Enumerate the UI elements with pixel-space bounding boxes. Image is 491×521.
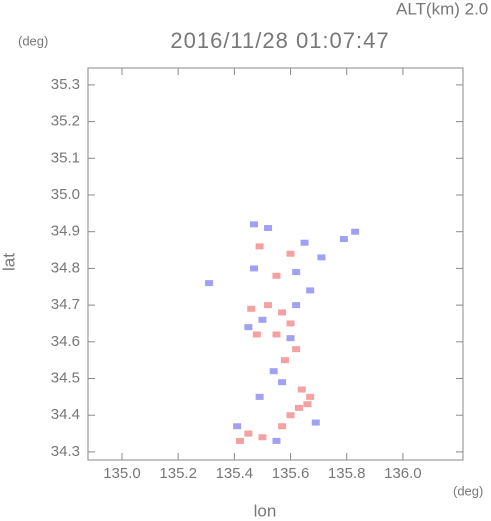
echo-point <box>286 250 295 257</box>
y-tick-label: 34.3 <box>51 443 80 460</box>
echo-point <box>258 316 267 323</box>
echo-point <box>272 272 281 279</box>
echo-point <box>247 305 256 312</box>
echo-point <box>286 320 295 327</box>
y-tick-label: 35.2 <box>51 113 80 130</box>
x-axis-label: lon <box>254 501 277 520</box>
x-tick-label: 135.8 <box>328 465 366 482</box>
echo-point <box>255 243 264 250</box>
x-tick-label: 135.0 <box>103 465 141 482</box>
plot-frame <box>87 67 464 461</box>
echo-point <box>235 437 244 444</box>
echo-point <box>280 357 289 364</box>
echo-point <box>258 434 267 441</box>
x-tick-label: 135.4 <box>216 465 254 482</box>
echo-point <box>306 393 315 400</box>
echo-point <box>351 228 360 235</box>
y-tick-label: 34.9 <box>51 223 80 240</box>
x-unit: (deg) <box>453 483 483 498</box>
echo-point <box>205 280 214 287</box>
echo-point <box>250 265 259 272</box>
chart-title: 2016/11/28 01:07:47 <box>170 28 389 53</box>
echo-point <box>317 254 326 261</box>
x-tick-label: 135.2 <box>159 465 197 482</box>
x-tick-label: 136.0 <box>384 465 422 482</box>
echo-point <box>244 430 253 437</box>
x-tick-label: 135.6 <box>272 465 310 482</box>
y-tick-label: 35.1 <box>51 149 80 166</box>
echo-point <box>278 379 287 386</box>
echo-point <box>292 346 301 353</box>
echo-point <box>252 331 261 338</box>
y-tick-label: 34.4 <box>51 406 80 423</box>
y-tick-label: 34.5 <box>51 369 80 386</box>
y-axis-label: lat <box>0 253 18 271</box>
y-tick-label: 34.8 <box>51 259 80 276</box>
echo-point <box>264 225 273 232</box>
echo-point <box>278 309 287 316</box>
echo-point <box>292 302 301 309</box>
echo-point <box>297 386 306 393</box>
echo-point <box>286 412 295 419</box>
echo-point <box>264 302 273 309</box>
echo-point <box>244 324 253 331</box>
echo-point <box>272 437 281 444</box>
echo-point <box>306 287 315 294</box>
y-tick-label: 34.7 <box>51 296 80 313</box>
y-unit: (deg) <box>18 33 48 48</box>
y-tick-label: 34.6 <box>51 333 80 350</box>
echo-point <box>339 236 348 243</box>
echo-point <box>300 239 309 246</box>
echo-point <box>294 404 303 411</box>
echo-point <box>303 401 312 408</box>
echo-point <box>272 331 281 338</box>
echo-point <box>233 423 242 430</box>
echo-point <box>250 221 259 228</box>
y-tick-label: 35.3 <box>51 76 80 93</box>
y-tick-label: 35.0 <box>51 186 80 203</box>
echo-point <box>269 368 278 375</box>
subtitle: ALT(km) 2.0 <box>396 0 488 18</box>
echo-point <box>292 269 301 276</box>
echo-point <box>255 393 264 400</box>
echo-point <box>278 423 287 430</box>
echo-point <box>286 335 295 342</box>
echo-point <box>311 419 320 426</box>
